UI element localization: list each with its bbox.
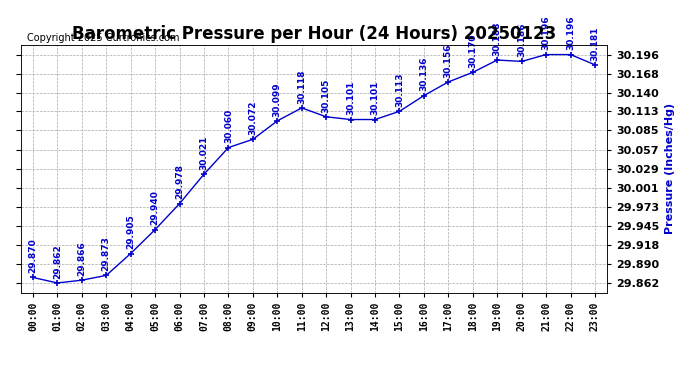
Text: 30.156: 30.156 <box>444 43 453 78</box>
Text: 29.940: 29.940 <box>150 190 159 225</box>
Text: 30.101: 30.101 <box>371 81 380 116</box>
Text: 30.118: 30.118 <box>297 69 306 104</box>
Text: 29.862: 29.862 <box>53 244 62 279</box>
Y-axis label: Pressure (Inches/Hg): Pressure (Inches/Hg) <box>665 103 675 234</box>
Text: 30.196: 30.196 <box>566 16 575 50</box>
Text: 30.101: 30.101 <box>346 81 355 116</box>
Text: 29.873: 29.873 <box>101 236 110 271</box>
Text: 30.105: 30.105 <box>322 78 331 112</box>
Text: 29.870: 29.870 <box>28 238 37 273</box>
Text: 30.196: 30.196 <box>542 16 551 50</box>
Text: 30.136: 30.136 <box>420 57 428 92</box>
Text: 30.188: 30.188 <box>493 21 502 56</box>
Text: 30.060: 30.060 <box>224 109 233 143</box>
Text: 30.072: 30.072 <box>248 100 257 135</box>
Text: 30.186: 30.186 <box>518 23 526 57</box>
Text: 29.978: 29.978 <box>175 165 184 200</box>
Text: Copyright 2025 Curtronics.com: Copyright 2025 Curtronics.com <box>26 33 179 42</box>
Text: 30.099: 30.099 <box>273 82 282 117</box>
Text: 30.021: 30.021 <box>199 136 208 170</box>
Title: Barometric Pressure per Hour (24 Hours) 20250123: Barometric Pressure per Hour (24 Hours) … <box>72 26 556 44</box>
Text: 30.181: 30.181 <box>591 26 600 61</box>
Text: 30.170: 30.170 <box>469 34 477 68</box>
Text: 30.113: 30.113 <box>395 73 404 107</box>
Text: 29.866: 29.866 <box>77 241 86 276</box>
Text: 29.905: 29.905 <box>126 214 135 249</box>
